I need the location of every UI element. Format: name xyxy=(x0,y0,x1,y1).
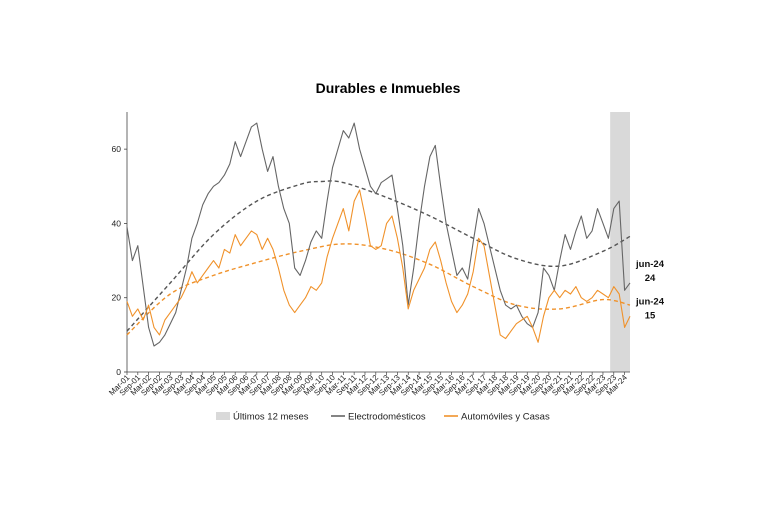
chart-title: Durables e Inmuebles xyxy=(316,80,461,96)
series-line-automoviles-casas xyxy=(126,189,631,343)
plot-area: 0204060Mar-01Sep-01Mar-02Sep-02Mar-03Sep… xyxy=(107,112,665,398)
legend-item: Electrodomésticos xyxy=(331,412,426,423)
legend-swatch-box xyxy=(216,412,230,420)
legend-label: Electrodomésticos xyxy=(348,412,426,423)
legend-label: Automóviles y Casas xyxy=(461,412,550,423)
end-label-value: 24 xyxy=(645,273,656,284)
legend: Últimos 12 meses Electrodomésticos Automóv… xyxy=(216,412,550,423)
y-tick-label: 0 xyxy=(116,367,121,377)
legend-item: Últimos 12 meses xyxy=(216,412,309,423)
y-tick-label: 40 xyxy=(112,218,122,228)
end-label-group: jun-24 15 xyxy=(635,296,665,321)
trend-line xyxy=(126,243,631,336)
y-tick-label: 20 xyxy=(112,293,122,303)
series-line-electrodomesticos xyxy=(126,122,631,347)
end-label-date: jun-24 xyxy=(635,296,665,307)
trend-line xyxy=(126,180,631,332)
legend-label: Últimos 12 meses xyxy=(233,412,309,423)
y-tick-label: 60 xyxy=(112,144,122,154)
end-label-value: 15 xyxy=(645,310,656,321)
shaded-period xyxy=(610,112,630,372)
legend-item: Automóviles y Casas xyxy=(444,412,550,423)
end-label-date: jun-24 xyxy=(635,259,665,270)
end-label-group: jun-24 24 xyxy=(635,259,665,284)
